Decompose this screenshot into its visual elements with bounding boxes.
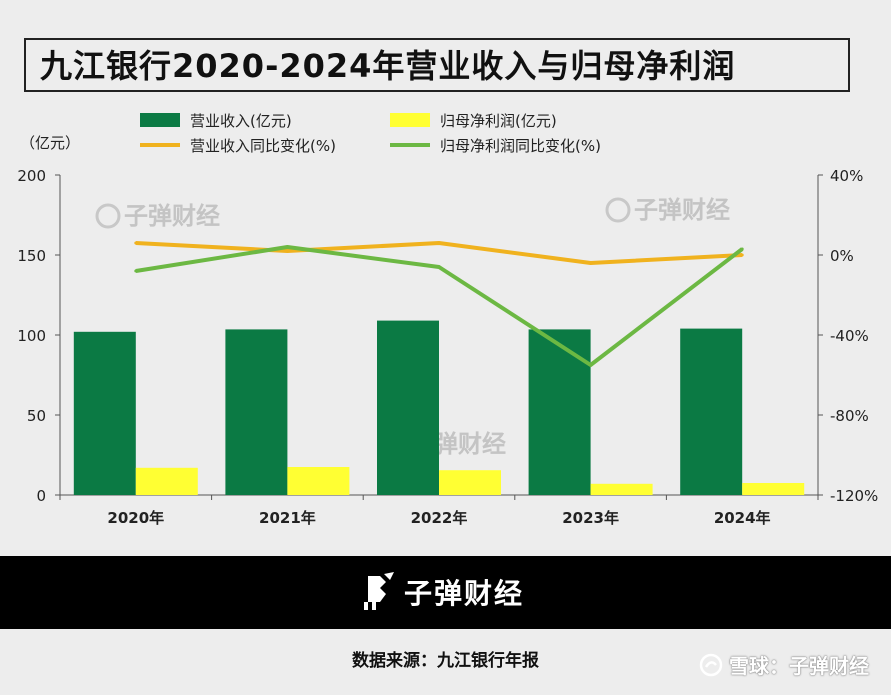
watermark-text: 子弹财经 <box>634 196 730 224</box>
point-net-profit-yoy <box>740 247 744 251</box>
line-revenue-yoy <box>135 241 743 265</box>
y-left-tick-label: 150 <box>17 247 46 265</box>
y-right-tick-label: -120% <box>830 487 878 505</box>
legend-label: 归母净利润同比变化(%) <box>440 137 601 155</box>
bar-net-profit <box>590 483 653 495</box>
y-right-tick-label: 40% <box>830 167 863 185</box>
bar-net-profit <box>439 470 501 495</box>
title-box: 九江银行2020-2024年营业收入与归母净利润 <box>24 38 850 92</box>
y-right-tick-label: -40% <box>830 327 869 345</box>
xueqiu-watermark: 雪球：子弹财经 <box>699 650 869 679</box>
legend-label: 营业收入(亿元) <box>190 112 292 130</box>
point-net-profit-yoy <box>285 245 289 249</box>
x-tick-label: 2021年 <box>259 509 316 527</box>
point-revenue-yoy <box>437 241 441 245</box>
bar-net-profit <box>135 467 198 495</box>
chart-title: 九江银行2020-2024年营业收入与归母净利润 <box>40 47 736 85</box>
footer-band: 子弹财经 <box>0 556 891 629</box>
xueqiu-text: 雪球：子弹财经 <box>729 654 869 678</box>
legend-swatch-bar <box>390 113 430 127</box>
x-tick-label: 2022年 <box>411 509 468 527</box>
bars <box>73 320 805 495</box>
watermark-text: 子弹财经 <box>124 202 220 230</box>
point-revenue-yoy <box>589 261 593 265</box>
point-revenue-yoy <box>285 249 289 253</box>
watermark-logo-icon <box>605 197 631 223</box>
legend-label: 营业收入同比变化(%) <box>190 137 336 155</box>
point-net-profit-yoy <box>134 269 138 273</box>
point-revenue-yoy <box>134 241 138 245</box>
x-tick-label: 2020年 <box>107 509 164 527</box>
legend: 营业收入(亿元) 归母净利润(亿元) 营业收入同比变化(%) 归母净利润同比变化(%) <box>140 112 601 155</box>
source-line: 数据来源：九江银行年报 <box>352 651 539 671</box>
bar-revenue <box>680 328 743 495</box>
y-left-tick-label: 50 <box>27 407 46 425</box>
y-left-tick-label: 200 <box>17 167 46 185</box>
y-left-tick-label: 100 <box>17 327 46 345</box>
bar-net-profit <box>742 483 805 495</box>
bar-revenue <box>73 331 136 495</box>
footer-logo: 子弹财经 <box>360 570 524 614</box>
footer-brand: 子弹财经 <box>404 577 525 610</box>
y-left-tick-label: 0 <box>36 487 46 505</box>
x-tick-label: 2023年 <box>562 509 619 527</box>
bar-revenue <box>528 329 591 495</box>
y-left-unit: （亿元） <box>20 134 80 152</box>
bar-net-profit <box>287 467 350 495</box>
bar-revenue <box>225 329 288 495</box>
y-right-tick-label: 0% <box>830 247 854 265</box>
x-tick-label: 2024年 <box>714 509 771 527</box>
point-net-profit-yoy <box>437 265 441 269</box>
y-right-tick-label: -80% <box>830 407 869 425</box>
legend-swatch-bar <box>140 113 180 127</box>
bullet-logo-icon <box>364 572 394 610</box>
point-net-profit-yoy <box>589 363 593 367</box>
legend-label: 归母净利润(亿元) <box>440 112 557 130</box>
lines <box>134 241 744 367</box>
point-revenue-yoy <box>740 253 744 257</box>
bar-revenue <box>377 320 439 495</box>
watermark-logo-icon <box>95 203 121 229</box>
snowball-icon <box>699 653 723 676</box>
